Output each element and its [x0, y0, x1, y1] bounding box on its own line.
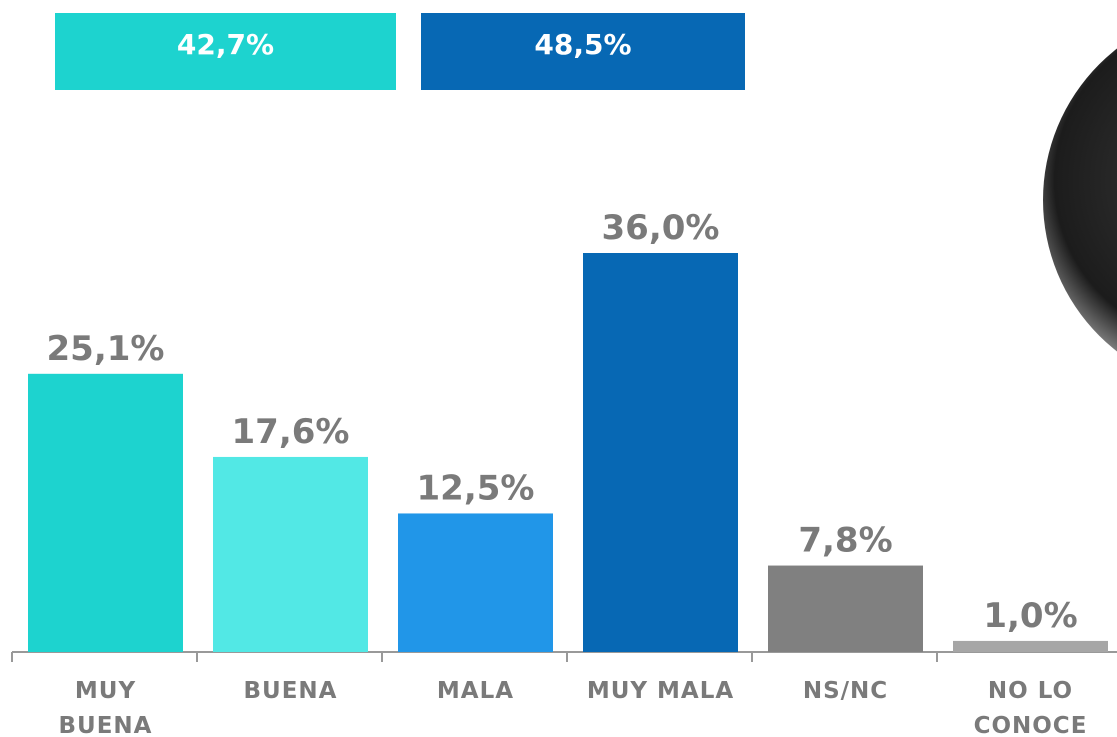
x-tick-label: BUENA [244, 678, 338, 704]
x-tick-label: NS/NC [803, 678, 888, 704]
summary-label: 42,7% [177, 28, 274, 61]
bar [583, 253, 738, 652]
value-label: 12,5% [417, 468, 535, 508]
value-label: 1,0% [983, 596, 1077, 636]
bar [28, 374, 183, 652]
bar [213, 457, 368, 652]
value-label: 36,0% [602, 208, 720, 248]
bar [398, 513, 553, 652]
x-tick-label: MUY MALA [587, 678, 734, 704]
x-tick-label: MALA [437, 678, 514, 704]
bar [953, 641, 1108, 652]
value-label: 7,8% [798, 521, 892, 561]
portrait [1043, 8, 1117, 392]
value-label: 17,6% [232, 412, 350, 452]
chart: 25,1% MUYBUENA 17,6% BUENA 12,5% MALA 36,0% MUY… [0, 0, 1117, 737]
summary-label: 48,5% [534, 28, 631, 61]
bar [768, 566, 923, 652]
value-label: 25,1% [47, 329, 165, 369]
